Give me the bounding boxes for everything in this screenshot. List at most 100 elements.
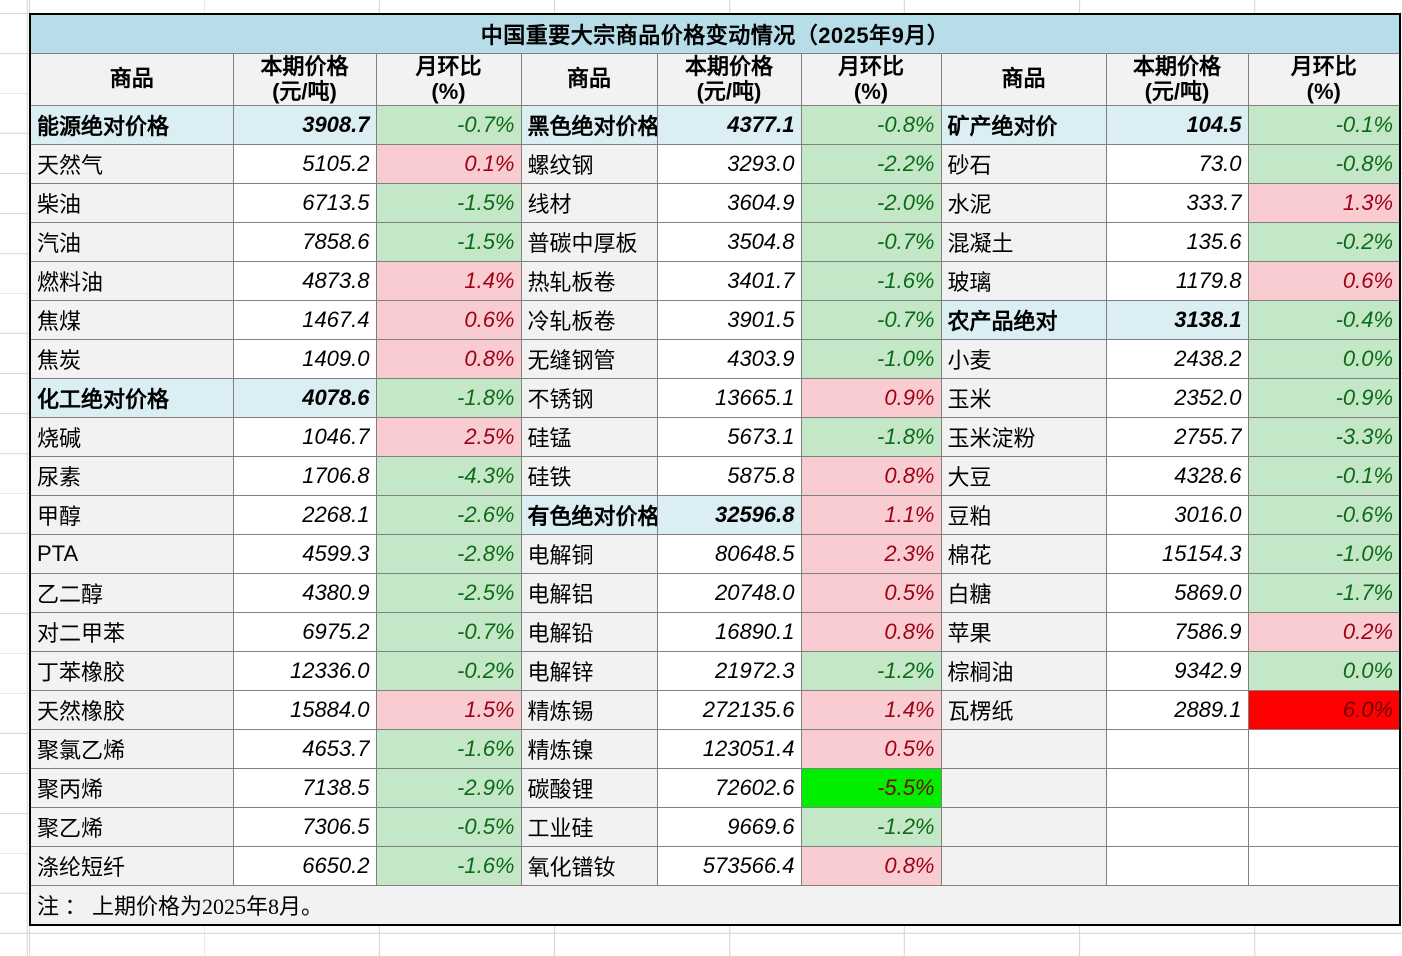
month-change-cell: -0.4% — [1247, 300, 1401, 341]
price-cell: 104.5 — [1105, 105, 1249, 146]
price-cell: 80648.5 — [656, 534, 802, 575]
header-price-1: 本期价格 (元/吨) — [232, 52, 377, 107]
commodity-price-table: 中国重要大宗商品价格变动情况（2025年9月） 商品 本期价格 (元/吨) 月环… — [29, 13, 1402, 926]
commodity-name-cell: 水泥 — [940, 183, 1107, 224]
price-cell: 7138.5 — [232, 768, 377, 809]
month-change-cell: -0.5% — [375, 807, 522, 848]
commodity-name-cell: 硅锰 — [520, 417, 658, 458]
price-cell: 5673.1 — [656, 417, 802, 458]
page-title: 中国重要大宗商品价格变动情况（2025年9月） — [29, 13, 1401, 54]
price-cell: 2438.2 — [1105, 339, 1249, 380]
month-change-cell: 6.0% — [1247, 690, 1401, 731]
month-change-cell: -1.6% — [375, 729, 522, 770]
commodity-name-cell: 棕榈油 — [940, 651, 1107, 692]
header-price-line1: 本期价格 — [1132, 53, 1221, 79]
month-change-cell: -0.6% — [1247, 495, 1401, 536]
price-cell: 15154.3 — [1105, 534, 1249, 575]
commodity-name-cell: 冷轧板卷 — [520, 300, 658, 341]
commodity-name-cell: 涤纶短纤 — [29, 846, 234, 887]
month-change-cell: 2.3% — [800, 534, 942, 575]
price-cell: 123051.4 — [656, 729, 802, 770]
month-change-cell: -5.5% — [800, 768, 942, 809]
commodity-name-cell: 精炼镍 — [520, 729, 658, 770]
commodity-name-cell: 电解铜 — [520, 534, 658, 575]
month-change-cell: -0.2% — [375, 651, 522, 692]
price-cell: 5105.2 — [232, 144, 377, 185]
header-pct-line1: 月环比 — [415, 53, 482, 79]
month-change-cell: -1.2% — [800, 651, 942, 692]
table-row: 天然气 5105.2 0.1% 螺纹钢 3293.0 -2.2% 砂石 73.0 -0.8% — [29, 144, 1401, 185]
price-cell: 1467.4 — [232, 300, 377, 341]
month-change-cell: -2.9% — [375, 768, 522, 809]
table-row: 化工绝对价格 4078.6 -1.8% 不锈钢 13665.1 0.9% 玉米 2352.0-… — [29, 378, 1401, 419]
month-change-cell: -0.2% — [1247, 222, 1401, 263]
commodity-name-cell — [940, 846, 1107, 887]
header-commodity-2: 商品 — [520, 52, 658, 107]
price-cell: 7306.5 — [232, 807, 377, 848]
table-row: 汽油 7858.6 -1.5% 普碳中厚板 3504.8 -0.7% 混凝土 135.6 -0.… — [29, 222, 1401, 263]
commodity-name-cell: 乙二醇 — [29, 573, 234, 614]
commodity-name-cell: 苹果 — [940, 612, 1107, 653]
price-cell: 4873.8 — [232, 261, 377, 302]
commodity-name-cell: 玉米淀粉 — [940, 417, 1107, 458]
price-cell: 1409.0 — [232, 339, 377, 380]
header-price-line1: 本期价格 — [260, 53, 349, 79]
group-label-cell: 黑色绝对价格 — [520, 105, 658, 146]
price-cell: 272135.6 — [656, 690, 802, 731]
commodity-name-cell: 小麦 — [940, 339, 1107, 380]
commodity-name-cell: 豆粕 — [940, 495, 1107, 536]
header-price-3: 本期价格 (元/吨) — [1105, 52, 1249, 107]
price-cell: 4328.6 — [1105, 456, 1249, 497]
month-change-cell: -1.5% — [375, 222, 522, 263]
commodity-name-cell: 工业硅 — [520, 807, 658, 848]
commodity-name-cell: 柴油 — [29, 183, 234, 224]
month-change-cell: 0.6% — [375, 300, 522, 341]
table-row: 焦炭 1409.0 0.8% 无缝钢管 4303.9 -1.0% 小麦 2438.2 0.0% — [29, 339, 1401, 380]
header-pct-1: 月环比 (%) — [375, 52, 522, 107]
group-label-cell: 有色绝对价格 — [520, 495, 658, 536]
month-change-cell: 0.5% — [800, 573, 942, 614]
commodity-name-cell — [940, 729, 1107, 770]
price-cell: 73.0 — [1105, 144, 1249, 185]
price-cell: 9669.6 — [656, 807, 802, 848]
month-change-cell: 1.4% — [800, 690, 942, 731]
price-cell: 4653.7 — [232, 729, 377, 770]
header-row: 商品 本期价格 (元/吨) 月环比 (%) 商品 本期价格 (元/吨) 月环比 … — [29, 52, 1401, 107]
month-change-cell: -2.5% — [375, 573, 522, 614]
price-cell: 9342.9 — [1105, 651, 1249, 692]
price-cell — [1105, 729, 1249, 770]
footnote: 注 ： 上期价格为2025年8月。 — [29, 885, 1401, 926]
price-cell: 21972.3 — [656, 651, 802, 692]
price-cell: 3901.5 — [656, 300, 802, 341]
price-cell: 7858.6 — [232, 222, 377, 263]
table-row: 聚乙烯 7306.5 -0.5% 工业硅 9669.6 -1.2% — [29, 807, 1401, 848]
commodity-name-cell: 聚丙烯 — [29, 768, 234, 809]
month-change-cell: -0.9% — [1247, 378, 1401, 419]
month-change-cell: -0.8% — [1247, 144, 1401, 185]
month-change-cell: -1.0% — [800, 339, 942, 380]
table-row: 乙二醇 4380.9 -2.5% 电解铝 20748.0 0.5% 白糖 5869.0 -1.7… — [29, 573, 1401, 614]
table-row: 丁苯橡胶 12336.0 -0.2% 电解锌 21972.3 -1.2% 棕榈油 9342.9… — [29, 651, 1401, 692]
group-label-cell: 能源绝对价格 — [29, 105, 234, 146]
month-change-cell: -1.7% — [1247, 573, 1401, 614]
table-row: 天然橡胶 15884.0 1.5% 精炼锡 272135.6 1.4% 瓦楞纸 2889.1 6… — [29, 690, 1401, 731]
table-row: 聚氯乙烯 4653.7 -1.6% 精炼镍 123051.4 0.5% — [29, 729, 1401, 770]
month-change-cell: 0.0% — [1247, 651, 1401, 692]
price-cell: 5869.0 — [1105, 573, 1249, 614]
commodity-name-cell: 焦炭 — [29, 339, 234, 380]
header-pct-line2: (%) — [853, 79, 889, 105]
month-change-cell — [1247, 846, 1401, 887]
month-change-cell: -2.0% — [800, 183, 942, 224]
price-cell: 72602.6 — [656, 768, 802, 809]
price-cell: 3016.0 — [1105, 495, 1249, 536]
commodity-name-cell: 丁苯橡胶 — [29, 651, 234, 692]
month-change-cell: -0.7% — [800, 222, 942, 263]
commodity-name-cell — [940, 768, 1107, 809]
price-cell: 3401.7 — [656, 261, 802, 302]
commodity-name-cell — [940, 807, 1107, 848]
commodity-name-cell: 大豆 — [940, 456, 1107, 497]
header-price-line2: (元/吨) — [1144, 79, 1210, 105]
commodity-name-cell: 不锈钢 — [520, 378, 658, 419]
commodity-name-cell: 砂石 — [940, 144, 1107, 185]
commodity-name-cell: 线材 — [520, 183, 658, 224]
